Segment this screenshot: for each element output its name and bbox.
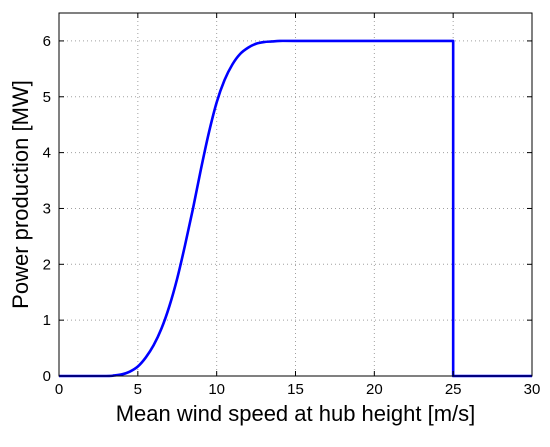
x-axis-title: Mean wind speed at hub height [m/s] [116,401,476,426]
y-axis-title: Power production [MW] [8,80,33,309]
x-tick-label: 5 [134,381,142,398]
axis-tick-labels: 0 5 10 15 20 25 30 0 1 2 3 4 5 6 [43,33,541,398]
y-tick-label: 0 [43,368,51,385]
x-tick-label: 0 [55,381,63,398]
y-tick-label: 5 [43,89,51,106]
x-tick-label: 25 [445,381,462,398]
y-tick-label: 1 [43,312,51,329]
y-tick-label: 3 [43,200,51,217]
x-tick-label: 15 [287,381,304,398]
y-tick-label: 4 [43,145,51,162]
series-lines [59,39,532,378]
y-tick-label: 6 [43,33,51,50]
axis-ticks [58,13,533,377]
x-tick-label: 30 [524,381,541,398]
power-curve-line [59,39,532,378]
y-tick-label: 2 [43,256,51,273]
x-tick-label: 20 [366,381,383,398]
x-tick-label: 10 [208,381,225,398]
